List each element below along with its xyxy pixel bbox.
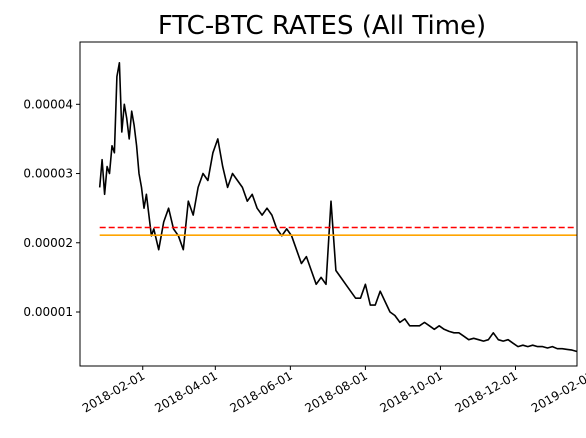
y-tick-label-2: 0.00003 xyxy=(23,167,73,181)
x-tick-label-2: 2018-06-01 xyxy=(227,368,294,415)
x-tick-label-6: 2019-02-01 xyxy=(529,368,586,415)
chart-title: FTC-BTC RATES (All Time) xyxy=(158,11,486,41)
x-tick-label-4: 2018-10-01 xyxy=(378,368,445,415)
plot-area xyxy=(98,61,578,353)
x-tick-label-0: 2018-02-01 xyxy=(80,368,147,415)
x-axis: 2018-02-01 2018-04-01 2018-06-01 2018-08-01… xyxy=(80,366,586,415)
plot-frame xyxy=(79,41,578,367)
y-axis: 0.00001 0.00002 0.00003 0.00004 xyxy=(23,97,80,319)
y-tick-label-0: 0.00001 xyxy=(23,305,73,319)
x-tick-label-1: 2018-04-01 xyxy=(152,368,219,415)
x-tick-label-5: 2018-12-01 xyxy=(453,368,520,415)
series-line-0 xyxy=(98,61,578,353)
x-tick-label-3: 2018-08-01 xyxy=(303,368,370,415)
y-tick-label-1: 0.00002 xyxy=(23,236,73,250)
y-tick-label-3: 0.00004 xyxy=(23,97,73,111)
